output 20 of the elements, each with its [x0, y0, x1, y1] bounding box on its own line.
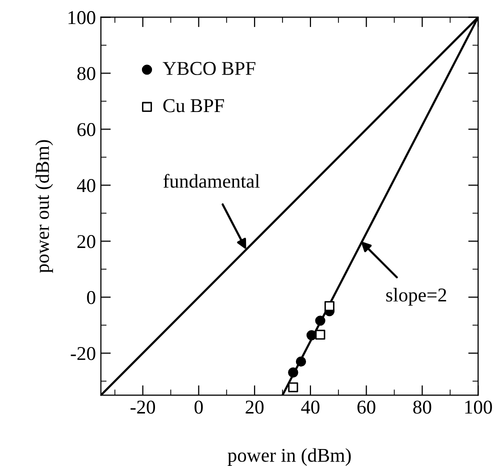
- y-tick-label: 40: [76, 179, 96, 192]
- y-tick-label: 60: [77, 123, 96, 136]
- annotation: slope=2: [386, 288, 446, 306]
- y-axis-title: power out (dBm): [35, 140, 53, 273]
- x-tick-label: -20: [130, 400, 156, 414]
- x-tick-label: 20: [246, 400, 264, 414]
- annotation: fundamental: [163, 174, 260, 188]
- x-tick-label: 80: [413, 400, 432, 414]
- x-tick-label: 40: [301, 400, 320, 414]
- x-axis-title: power in (dBm): [228, 448, 351, 466]
- y-tick-label: 0: [87, 291, 96, 304]
- legend-label: YBCO BPF: [162, 62, 256, 75]
- y-tick-label: 80: [77, 67, 96, 80]
- legend-label: Cu BPF: [163, 99, 224, 112]
- y-tick-label: 20: [77, 235, 96, 248]
- x-tick-label: 100: [465, 400, 492, 414]
- y-tick-label: 100: [68, 11, 96, 24]
- x-tick-label: 0: [194, 400, 203, 414]
- x-tick-label: 60: [357, 400, 376, 414]
- y-tick-label: -20: [70, 346, 96, 360]
